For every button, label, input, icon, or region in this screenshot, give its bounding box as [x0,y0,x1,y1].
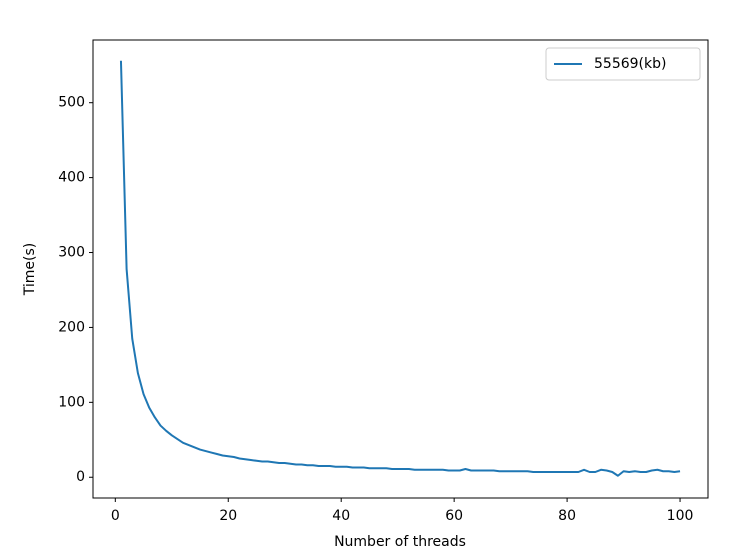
y-tick-label: 400 [58,170,85,186]
x-tick-label: 100 [667,508,694,524]
plot-frame [92,39,709,499]
x-tick-label: 40 [332,508,350,524]
legend-box [545,47,701,81]
x-tick-label: 60 [445,508,463,524]
y-tick-label: 300 [58,245,85,261]
x-tick-label: 20 [219,508,237,524]
x-tick-label: 80 [558,508,576,524]
x-tick-label: 0 [111,508,120,524]
y-axis-label: Time(s) [22,243,38,296]
y-tick-label: 0 [76,469,85,485]
legend-label: 55569(kb) [594,56,666,72]
data-line [119,60,681,477]
y-tick-label: 200 [58,319,85,335]
y-tick-label: 100 [58,394,85,410]
y-tick-label: 500 [58,95,85,111]
x-axis-label: Number of threads [334,534,466,550]
